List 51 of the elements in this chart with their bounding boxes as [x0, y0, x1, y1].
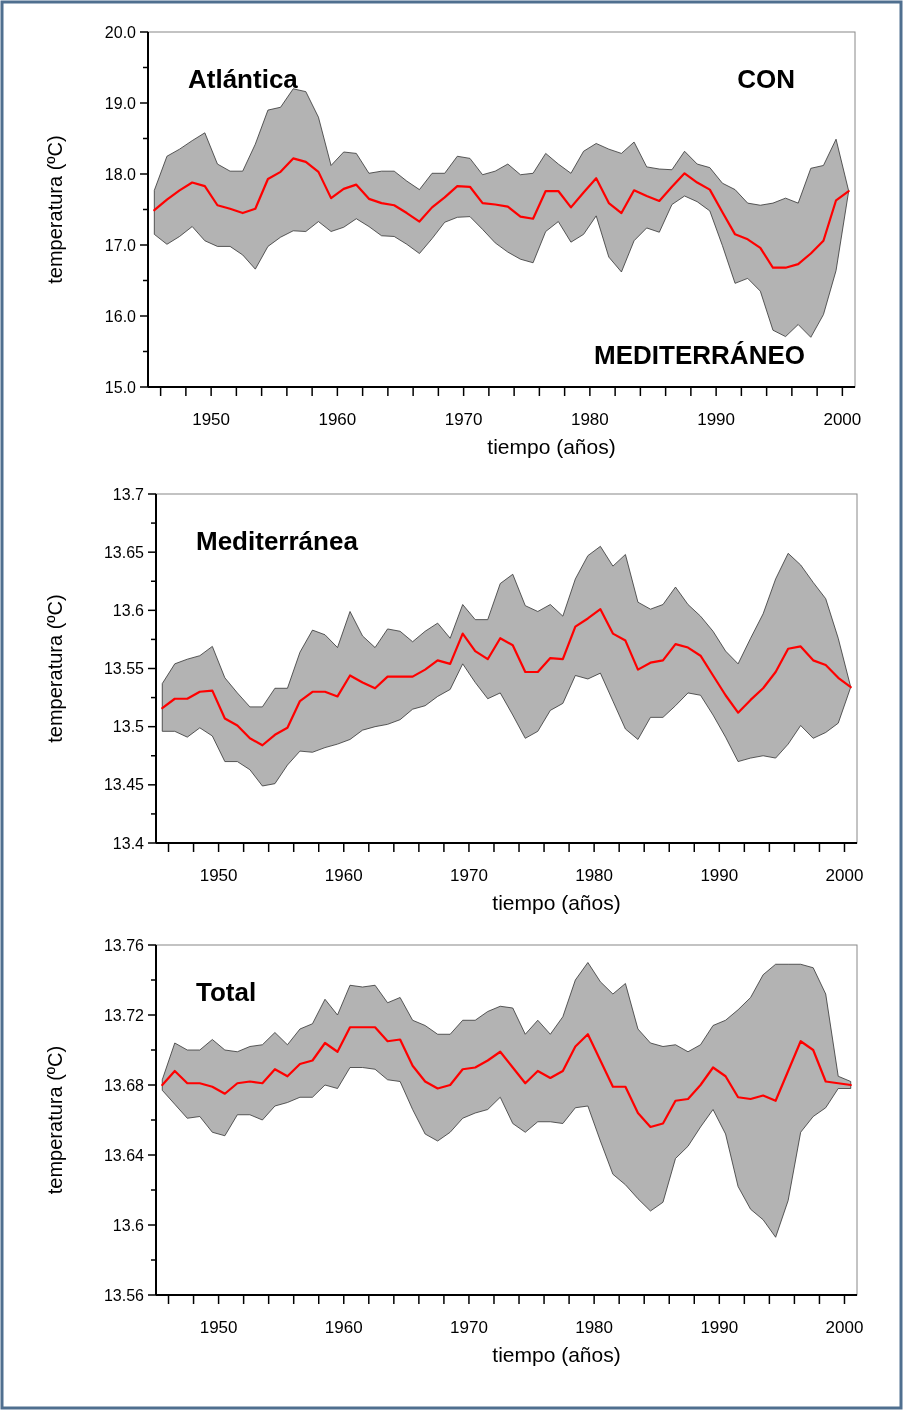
text: Atlántica: [188, 64, 299, 94]
text: Mediterránea: [196, 526, 359, 556]
x-tick-label: 1990: [700, 866, 739, 885]
x-tick-label: 2000: [825, 866, 864, 885]
x-tick-label: 2000: [825, 1318, 864, 1337]
line-series: [161, 608, 852, 747]
y-tick-label: 13.56: [103, 1286, 145, 1304]
x-tick-label: 1960: [318, 410, 357, 429]
y-tick-label: 15.0: [104, 378, 137, 396]
x-tick-label: 1950: [192, 410, 231, 429]
y-axis-title: temperatura (ºC): [44, 594, 66, 743]
x-tick-label: 1950: [199, 866, 238, 885]
x-tick-label: 1950: [199, 1318, 238, 1337]
y-tick-label: 13.68: [103, 1076, 145, 1094]
y-tick-label: 13.6: [112, 601, 145, 619]
x-tick-label: 1980: [570, 410, 609, 429]
x-tick-label: 1960: [324, 866, 363, 885]
y-tick-label: 13.45: [103, 776, 145, 794]
y-tick-label: 13.4: [112, 834, 145, 852]
y-tick-label: 18.0: [104, 165, 137, 183]
y-tick-label: 13.64: [103, 1146, 145, 1164]
x-axis-title: tiempo (años): [492, 891, 621, 914]
x-tick-label: 1980: [575, 1318, 614, 1337]
x-axis-title: tiempo (años): [487, 435, 616, 458]
y-tick-label: 13.5: [112, 718, 145, 736]
annotation: CON: [737, 64, 795, 94]
y-tick-label: 16.0: [104, 307, 137, 325]
y-axis-title: temperatura (ºC): [44, 135, 66, 284]
x-tick-label: 1990: [697, 410, 736, 429]
y-tick-label: 13.7: [112, 485, 145, 503]
x-axis-title: tiempo (años): [492, 1343, 621, 1366]
annotation: MEDITERRÁNEO: [594, 340, 805, 370]
x-tick-label: 2000: [823, 410, 862, 429]
x-tick-label: 1970: [450, 866, 488, 885]
y-tick-label: 20.0: [104, 23, 137, 41]
x-tick-label: 1960: [324, 1318, 363, 1337]
text: Total: [196, 977, 257, 1007]
y-tick-label: 17.0: [104, 236, 137, 254]
y-tick-label: 19.0: [104, 94, 137, 112]
x-tick-label: 1970: [444, 410, 483, 429]
y-tick-label: 13.72: [103, 1006, 145, 1024]
line-series: [153, 157, 850, 269]
x-tick-label: 1980: [575, 866, 614, 885]
line-series: [161, 1026, 852, 1129]
x-tick-label: 1970: [450, 1318, 488, 1337]
y-tick-label: 13.76: [103, 936, 145, 954]
y-axis-title: temperatura (ºC): [44, 1045, 66, 1195]
y-tick-label: 13.65: [103, 543, 145, 561]
y-tick-label: 13.6: [112, 1216, 145, 1234]
x-tick-label: 1990: [700, 1318, 739, 1337]
y-tick-label: 13.55: [103, 660, 145, 678]
